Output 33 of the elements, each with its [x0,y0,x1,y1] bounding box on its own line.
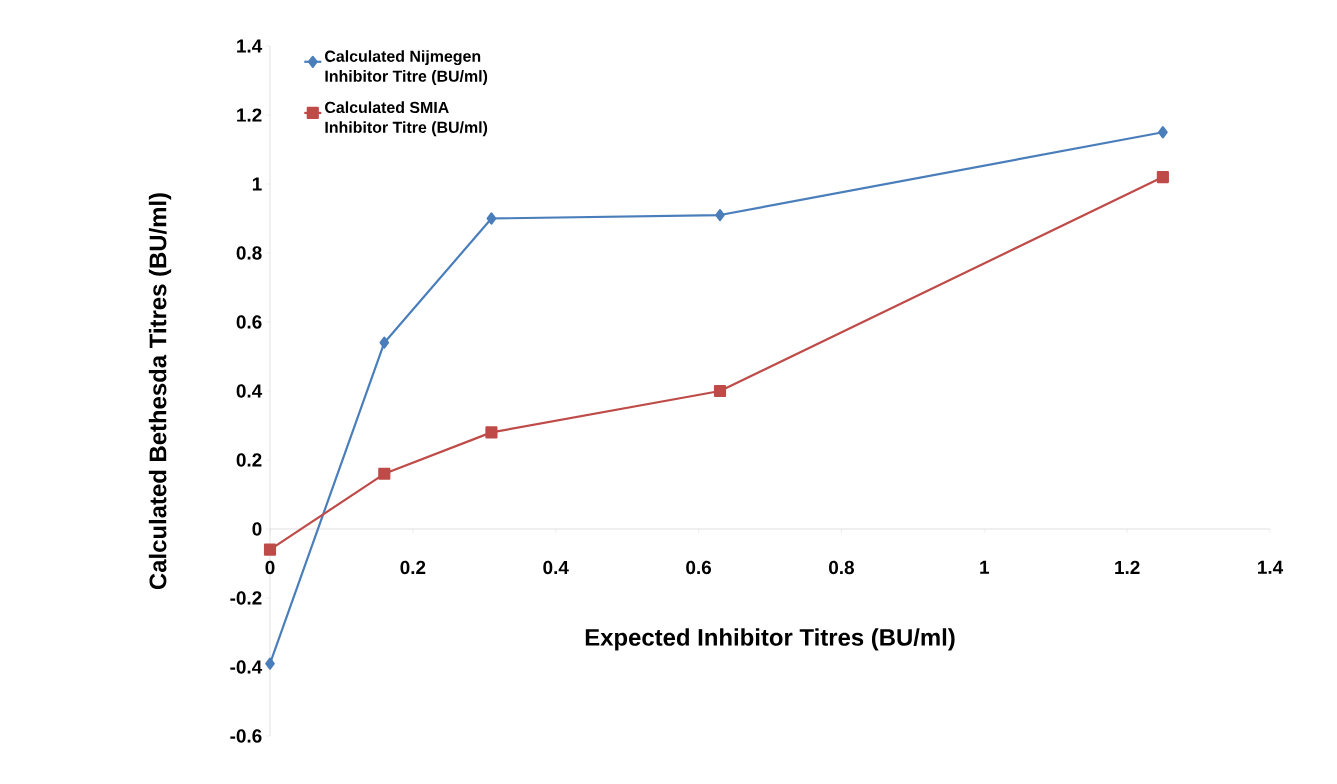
point [485,426,498,439]
y-tick-label: 0.2 [236,453,262,467]
x-tick-label: 0.2 [400,560,426,575]
x-tick-label: 1.4 [1258,560,1284,574]
y-tick-label: -0.4 [230,660,263,674]
x-tick-label: 0.4 [543,560,569,575]
legend-label: Calculated SMIA Inhibitor Titre (BU/ml) [325,101,488,137]
y-tick-label: 0.6 [236,315,262,329]
y-tick-label: -0.6 [230,729,262,743]
point [715,208,725,222]
y-tick-label: 1 [252,177,262,191]
x-axis-title: Expected Inhibitor Titres (BU/ml) [585,628,955,651]
point [713,384,727,398]
y-tick-label: 1.4 [237,39,263,53]
x-tick-label: 0.8 [829,560,855,575]
x-tick-label: 0.6 [686,560,712,575]
point [1156,171,1169,184]
point [379,336,390,349]
x-tick-label: 1 [980,560,990,574]
point [1158,126,1168,139]
y-axis-title: Calculated Bethesda Titres (BU/ml) [148,193,172,590]
point [378,467,391,480]
x-tick-label: 1.2 [1115,560,1140,574]
y-tick-label: 0.8 [236,246,262,260]
legend-label: Calculated Nijmegen Inhibitor Titre (BU/ml) [325,50,488,85]
point [486,212,497,225]
y-tick-label: 1.2 [237,108,262,122]
x-tick-label: 0 [265,560,275,575]
y-tick-label: 0.4 [236,384,263,398]
point [265,657,275,670]
y-tick-label: -0.2 [230,591,262,605]
y-tick-label: 0 [252,522,262,536]
point [263,543,277,556]
